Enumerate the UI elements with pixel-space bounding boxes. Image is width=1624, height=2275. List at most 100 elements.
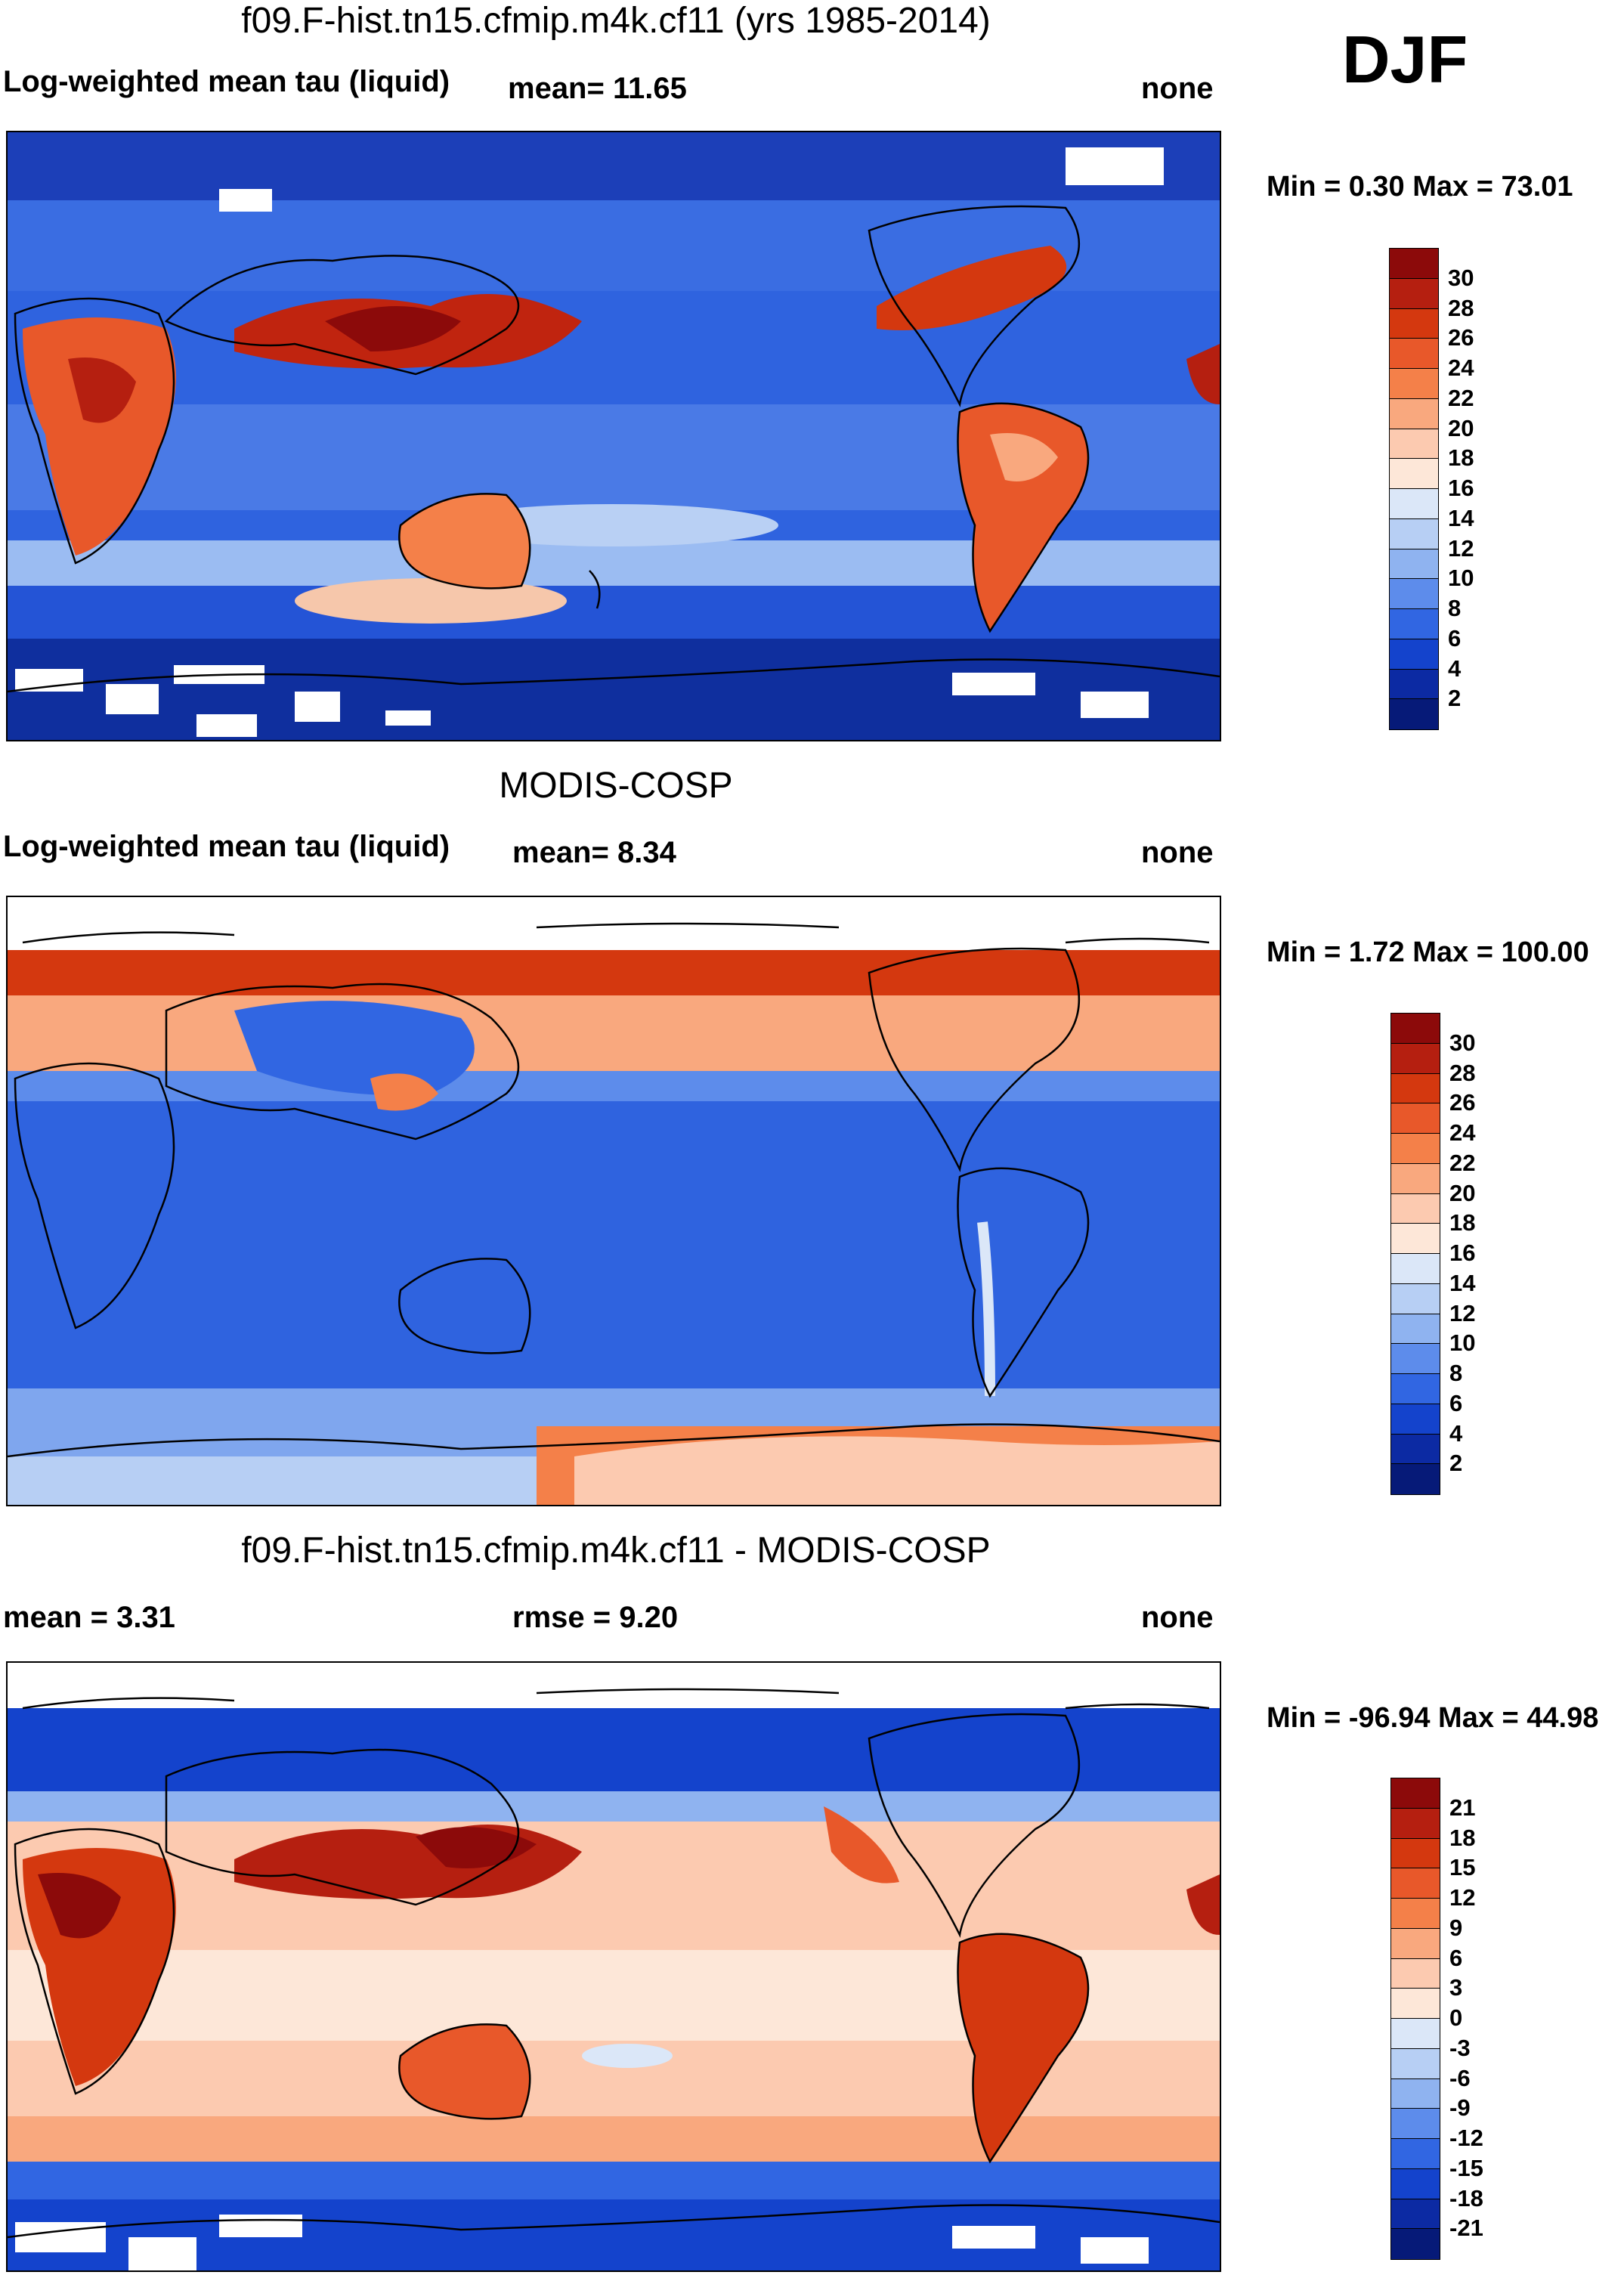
colorbar-tick-label: -21 bbox=[1449, 2215, 1483, 2242]
colorbar-cell bbox=[1389, 368, 1439, 400]
colorbar-tick-label: 30 bbox=[1448, 264, 1474, 291]
panel-1-mean-label: mean= 11.65 bbox=[508, 72, 687, 105]
colorbar-tick-label: 2 bbox=[1448, 685, 1462, 712]
colorbar-tick-label: 28 bbox=[1449, 1059, 1476, 1086]
colorbar-tick-label: 12 bbox=[1449, 1299, 1476, 1326]
panel-3-units-label: none bbox=[1141, 1601, 1214, 1634]
colorbar-tick-label: 20 bbox=[1449, 1179, 1476, 1206]
colorbar-tick-label: 0 bbox=[1449, 2004, 1463, 2031]
colorbar-cell bbox=[1390, 1988, 1440, 2020]
colorbar-tick-label: 4 bbox=[1448, 655, 1462, 682]
panel-2-colorbar: 30 28 26 24 22 20 18 16 14 12 10 8 6 4 2 bbox=[1390, 1013, 1527, 1495]
colorbar-cell bbox=[1389, 458, 1439, 490]
colorbar-cell bbox=[1390, 1253, 1440, 1285]
panel-3-rmse-label: rmse = 9.20 bbox=[512, 1601, 679, 1634]
colorbar-tick-label: 20 bbox=[1448, 414, 1474, 441]
colorbar-cell bbox=[1390, 1133, 1440, 1165]
colorbar-tick-label: 18 bbox=[1449, 1209, 1476, 1237]
colorbar-tick-label: 16 bbox=[1449, 1240, 1476, 1266]
panel-3-minmax: Min = -96.94 Max = 44.98 bbox=[1267, 1702, 1599, 1734]
colorbar-tick-label: 10 bbox=[1448, 565, 1474, 592]
colorbar-cell bbox=[1390, 2048, 1440, 2079]
colorbar-cell bbox=[1390, 1103, 1440, 1134]
colorbar-tick-label: 21 bbox=[1449, 1794, 1476, 1821]
colorbar-cell bbox=[1390, 2198, 1440, 2230]
colorbar-cell bbox=[1390, 1898, 1440, 1930]
panel-2-title: MODIS-COSP bbox=[499, 766, 733, 806]
panel-2-mean-label: mean= 8.34 bbox=[512, 836, 676, 869]
panel-1-title: f09.F-hist.tn15.cfmip.m4k.cf11 (yrs 1985… bbox=[241, 1, 991, 41]
colorbar-tick-label: 15 bbox=[1449, 1854, 1476, 1881]
colorbar-cell bbox=[1390, 1837, 1440, 1869]
colorbar-cell bbox=[1390, 1807, 1440, 1839]
colorbar-cell bbox=[1390, 1013, 1440, 1045]
colorbar-cell bbox=[1390, 1042, 1440, 1074]
colorbar-tick-label: 12 bbox=[1448, 534, 1474, 562]
colorbar-tick-label: -6 bbox=[1449, 2064, 1471, 2091]
colorbar-tick-label: -3 bbox=[1449, 2034, 1471, 2061]
season-label: DJF bbox=[1342, 22, 1468, 97]
colorbar-cell bbox=[1389, 488, 1439, 520]
colorbar-cell bbox=[1390, 1433, 1440, 1465]
panel-3-title: f09.F-hist.tn15.cfmip.m4k.cf11 - MODIS-C… bbox=[241, 1531, 991, 1571]
colorbar-cell bbox=[1390, 1193, 1440, 1224]
panel-3-map bbox=[6, 1661, 1221, 2272]
colorbar-cell bbox=[1390, 1868, 1440, 1899]
colorbar-tick-label: 28 bbox=[1448, 294, 1474, 321]
colorbar-cell bbox=[1389, 398, 1439, 429]
colorbar-cell bbox=[1389, 608, 1439, 640]
colorbar-tick-label: 24 bbox=[1448, 354, 1474, 381]
panel-1-variable-label: Log-weighted mean tau (liquid) bbox=[3, 65, 450, 98]
colorbar-tick-label: 18 bbox=[1448, 444, 1474, 472]
colorbar-tick-label: 24 bbox=[1449, 1119, 1476, 1146]
colorbar-cell bbox=[1389, 308, 1439, 339]
panel-2-variable-label: Log-weighted mean tau (liquid) bbox=[3, 830, 450, 863]
colorbar-tick-label: 6 bbox=[1449, 1944, 1463, 1971]
colorbar-tick-label: -9 bbox=[1449, 2094, 1471, 2122]
colorbar-cell bbox=[1390, 1958, 1440, 1989]
panel-1-map bbox=[6, 131, 1221, 741]
colorbar-tick-label: 30 bbox=[1449, 1029, 1476, 1056]
panel-2-units-label: none bbox=[1141, 836, 1214, 869]
colorbar-tick-label: -12 bbox=[1449, 2125, 1483, 2151]
colorbar-cell bbox=[1389, 668, 1439, 700]
colorbar-tick-label: 6 bbox=[1448, 624, 1462, 652]
colorbar-tick-label: 9 bbox=[1449, 1914, 1463, 1941]
colorbar-tick-label: 16 bbox=[1448, 475, 1474, 501]
colorbar-cell bbox=[1390, 1313, 1440, 1345]
colorbar-tick-label: 8 bbox=[1448, 595, 1462, 621]
colorbar-cell bbox=[1389, 338, 1439, 370]
colorbar-cell bbox=[1390, 2138, 1440, 2170]
panel-1-units-label: none bbox=[1141, 72, 1214, 105]
colorbar-cell bbox=[1389, 548, 1439, 580]
colorbar-cell bbox=[1389, 698, 1439, 730]
colorbar-cell bbox=[1389, 518, 1439, 549]
colorbar-cell bbox=[1389, 428, 1439, 460]
colorbar-cell bbox=[1390, 2168, 1440, 2199]
colorbar-cell bbox=[1390, 1283, 1440, 1314]
colorbar-cell bbox=[1390, 1072, 1440, 1104]
colorbar-tick-label: 14 bbox=[1448, 504, 1474, 531]
colorbar-cell bbox=[1390, 1373, 1440, 1405]
colorbar-tick-label: 22 bbox=[1448, 384, 1474, 411]
panel-3-mean-label: mean = 3.31 bbox=[3, 1601, 175, 1634]
colorbar-cell bbox=[1390, 2228, 1440, 2260]
colorbar-cell bbox=[1390, 1778, 1440, 1809]
colorbar-cell bbox=[1389, 277, 1439, 309]
colorbar-cell bbox=[1390, 1343, 1440, 1375]
colorbar-tick-label: 26 bbox=[1448, 324, 1474, 351]
colorbar-tick-label: 14 bbox=[1449, 1269, 1476, 1296]
colorbar-cell bbox=[1390, 1403, 1440, 1435]
colorbar-tick-label: 26 bbox=[1449, 1089, 1476, 1116]
panel-1-minmax: Min = 0.30 Max = 73.01 bbox=[1267, 171, 1573, 203]
panel-1-colorbar: 30 28 26 24 22 20 18 16 14 12 10 8 6 4 2 bbox=[1389, 248, 1525, 730]
colorbar-tick-label: 4 bbox=[1449, 1419, 1463, 1447]
colorbar-cell bbox=[1390, 2078, 1440, 2109]
colorbar-cell bbox=[1389, 578, 1439, 610]
colorbar-cell bbox=[1390, 2108, 1440, 2140]
colorbar-cell bbox=[1390, 2018, 1440, 2050]
colorbar-cell bbox=[1389, 638, 1439, 670]
colorbar-tick-label: 22 bbox=[1449, 1149, 1476, 1176]
colorbar-tick-label: 2 bbox=[1449, 1450, 1463, 1477]
colorbar-tick-label: 3 bbox=[1449, 1974, 1463, 2001]
